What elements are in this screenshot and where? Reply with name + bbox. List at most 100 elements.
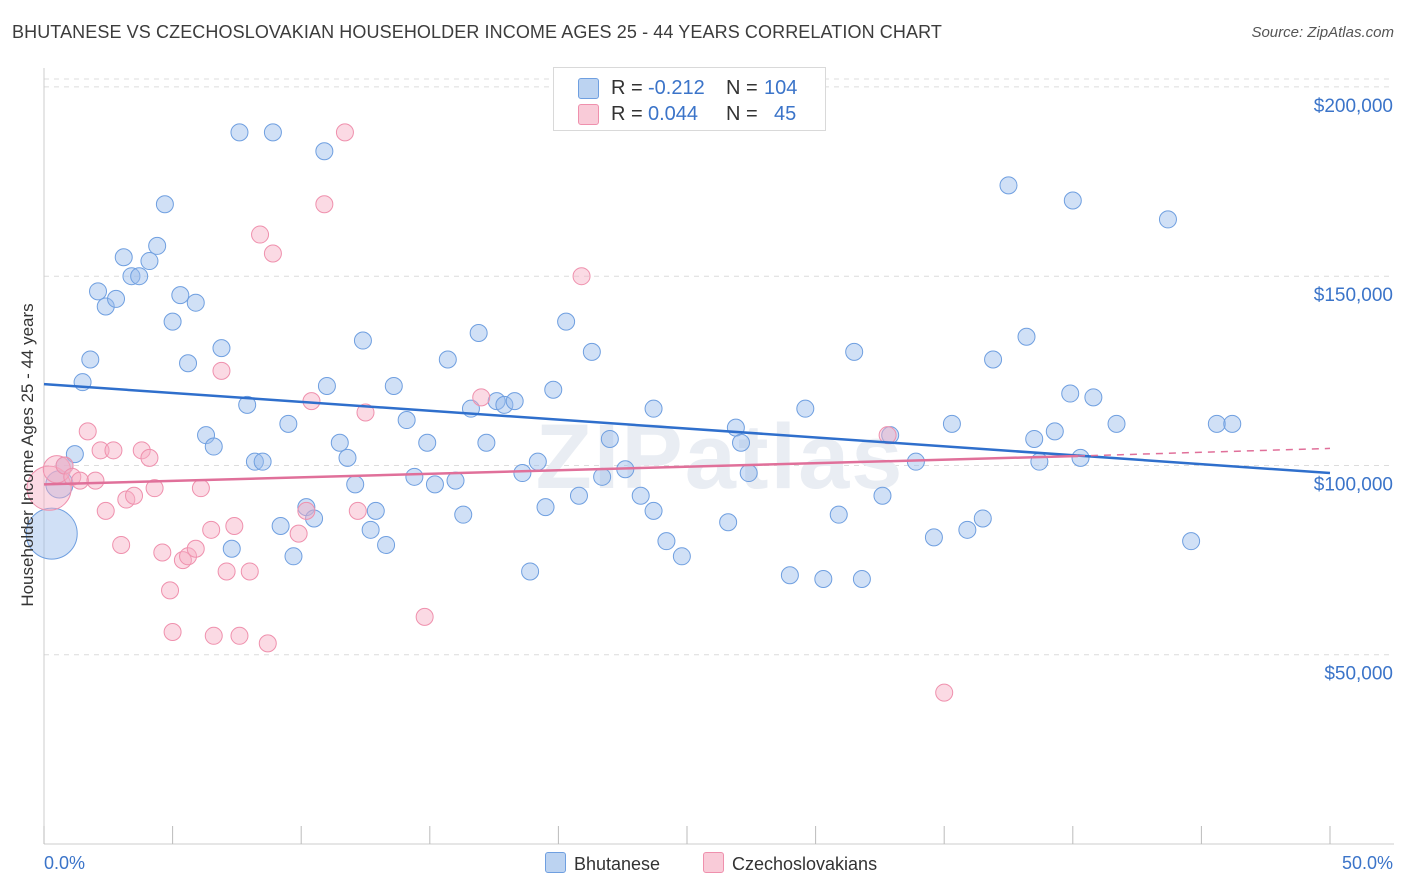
bhutanese-point — [230, 123, 249, 142]
bhutanese-point — [845, 342, 864, 361]
bhutanese-point — [852, 570, 871, 589]
bhutanese-point — [377, 535, 396, 554]
source-label: Source: ZipAtlas.com — [1251, 24, 1394, 41]
bhutanese-point — [557, 312, 576, 331]
bhutanese-point — [179, 354, 198, 373]
bhutanese-point — [271, 517, 290, 536]
tick-labels: $50,000 $100,000 $150,000 $200,000 0.0% 50.0% — [44, 96, 1393, 873]
bhutanese-point — [330, 433, 349, 452]
bhutanese-point — [469, 323, 488, 342]
czechoslovakian-point — [132, 441, 151, 460]
czechoslovakian-point — [191, 479, 210, 498]
bhutanese-point — [425, 475, 444, 494]
czechoslovakian-point — [348, 501, 367, 520]
czechoslovakian-point — [335, 123, 354, 142]
bhutanese-point — [1061, 384, 1080, 403]
bhutanese-point — [148, 236, 167, 255]
czechoslovakian-point — [104, 441, 123, 460]
bhutanese-point — [245, 452, 264, 471]
bhutanese-point — [958, 520, 977, 539]
bhutanese-point — [171, 286, 190, 305]
czechoslovakian-trend-line — [43, 454, 1078, 486]
bhutanese-point — [719, 513, 738, 532]
czechoslovakian-point — [161, 581, 180, 600]
bottom-legend-swatch-czechoslovakians — [703, 852, 724, 873]
bhutanese-point — [1071, 448, 1090, 467]
bhutanese-point — [284, 547, 303, 566]
bhutanese-point — [89, 282, 108, 301]
czechoslovakian-point — [251, 225, 270, 244]
czechoslovakian-point — [415, 607, 434, 626]
bhutanese-point — [317, 376, 336, 395]
bhutanese-point — [405, 467, 424, 486]
bhutanese-point — [1017, 327, 1036, 346]
bhutanese-point — [315, 142, 334, 161]
bhutanese-point — [814, 570, 833, 589]
czechoslovakian-point — [315, 195, 334, 214]
bhutanese-point — [418, 433, 437, 452]
bhutanese-point — [1182, 532, 1201, 551]
bhutanese-point — [96, 297, 115, 316]
czechoslovakian-point — [204, 626, 223, 645]
czechoslovakian-point — [163, 623, 182, 642]
czechoslovakian-point — [202, 520, 221, 539]
czechoslovakian-point — [91, 441, 110, 460]
legend-n-value: 45 — [774, 103, 797, 125]
bhutanese-point — [1063, 191, 1082, 210]
bhutanese-point — [338, 448, 357, 467]
czechoslovakian-point — [289, 524, 308, 543]
bhutanese-point — [1107, 414, 1126, 433]
bhutanese-point — [81, 350, 100, 369]
czechoslovakian-point — [26, 465, 72, 511]
bhutanese-point — [672, 547, 691, 566]
bhutanese-point — [186, 293, 205, 312]
bhutanese-point — [600, 429, 619, 448]
czechoslovakian-point — [225, 517, 244, 536]
czechoslovakian-point — [935, 683, 954, 702]
bhutanese-point — [346, 475, 365, 494]
bhutanese-point — [829, 505, 848, 524]
czechoslovakian-point — [472, 388, 491, 407]
bhutanese-point — [536, 498, 555, 517]
czechoslovakian-point — [125, 486, 144, 505]
bhutanese-point — [305, 509, 324, 528]
czechoslovakian-point — [230, 626, 249, 645]
czechoslovakian-point — [186, 539, 205, 558]
bhutanese-point — [279, 414, 298, 433]
chart-title: BHUTANESE VS CZECHOSLOVAKIAN HOUSEHOLDER… — [12, 22, 942, 42]
bhutanese-point — [644, 399, 663, 418]
bhutanese-point — [513, 464, 532, 483]
bottom-legend-swatch-bhutanese — [545, 852, 566, 873]
czechoslovakian-point — [86, 471, 105, 490]
bhutanese-point — [1045, 422, 1064, 441]
legend-n-value: 104 — [764, 77, 798, 99]
czechoslovakian-point — [112, 535, 131, 554]
bhutanese-point — [130, 267, 149, 286]
bhutanese-point — [361, 520, 380, 539]
czechoslovakian-point — [572, 267, 591, 286]
bhutanese-trend-line — [43, 382, 1331, 475]
bhutanese-point — [732, 433, 751, 452]
y-axis-title: Householder Income Ages 25 - 44 years — [18, 303, 37, 607]
x-tick-label: 50.0% — [1342, 853, 1393, 873]
bhutanese-point — [140, 252, 159, 271]
bhutanese-point — [593, 467, 612, 486]
bhutanese-point — [505, 392, 524, 411]
legend-swatch-czechoslovakians — [578, 104, 599, 125]
bhutanese-point — [924, 528, 943, 547]
bhutanese-point — [657, 532, 676, 551]
bhutanese-point — [569, 486, 588, 505]
legend-swatch-bhutanese — [578, 78, 599, 99]
bhutanese-point — [631, 486, 650, 505]
czechoslovakian-point — [96, 501, 115, 520]
bhutanese-point — [353, 331, 372, 350]
legend-r-label: R = — [611, 77, 643, 99]
bhutanese-point — [780, 566, 799, 585]
bhutanese-point — [1084, 388, 1103, 407]
bhutanese-point — [1223, 414, 1242, 433]
y-tick-label: $100,000 — [1314, 474, 1393, 495]
bhutanese-point — [477, 433, 496, 452]
y-tick-label: $50,000 — [1324, 664, 1393, 685]
y-tick-label: $150,000 — [1314, 285, 1393, 306]
